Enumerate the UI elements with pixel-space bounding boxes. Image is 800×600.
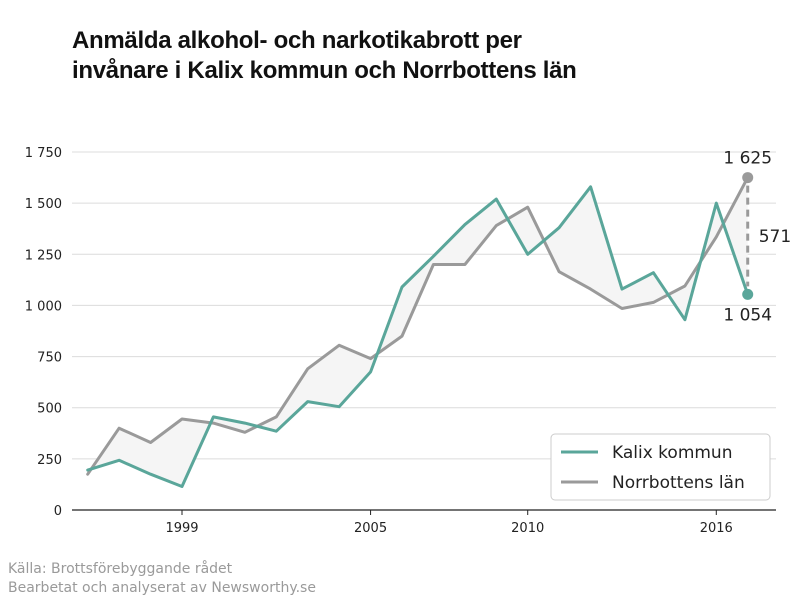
legend-label: Kalix kommun xyxy=(612,443,733,463)
chart-title-line-2: invånare i Kalix kommun och Norrbottens … xyxy=(72,57,577,84)
y-tick-label: 500 xyxy=(37,402,62,417)
y-axis: 0 250 500 750 1 000 1 250 1 500 1 750 xyxy=(25,146,62,519)
norrbotten-end-label: 1 625 xyxy=(723,149,772,169)
series-line-norrbotten xyxy=(86,176,750,476)
y-tick-label: 0 xyxy=(54,504,62,519)
difference-label: 571 xyxy=(759,227,791,247)
source-line-2: Bearbetat och analyserat av Newsworthy.s… xyxy=(8,580,316,596)
source-line-1: Källa: Brottsförebyggande rådet xyxy=(8,561,233,577)
chart-title-line-1: Anmälda alkohol- och narkotikabrott per xyxy=(72,27,522,54)
kalix-end-point xyxy=(742,288,754,300)
end-annotations: 1 625 1 054 571 xyxy=(723,149,791,326)
grid-lines xyxy=(72,151,776,460)
x-tick-label: 2005 xyxy=(354,521,387,536)
legend-box xyxy=(550,433,771,501)
legend: Kalix kommun Norrbottens län xyxy=(550,433,771,501)
y-tick-label: 1 000 xyxy=(25,299,62,314)
legend-label: Norrbottens län xyxy=(612,473,745,493)
y-tick-label: 750 xyxy=(37,351,62,366)
series-line-kalix xyxy=(86,185,750,488)
y-tick-label: 1 750 xyxy=(25,146,62,161)
y-tick-label: 250 xyxy=(37,453,62,468)
norrbotten-end-point xyxy=(742,172,754,184)
x-tick-label: 2010 xyxy=(511,521,544,536)
series-lines xyxy=(86,176,750,488)
source-note: Källa: Brottsförebyggande rådet Bearbeta… xyxy=(8,560,316,598)
y-tick-label: 1 500 xyxy=(25,197,62,212)
kalix-end-label: 1 054 xyxy=(723,305,772,325)
gap-area xyxy=(87,177,748,487)
x-tick-label: 2016 xyxy=(700,521,733,536)
x-axis: 1999 2005 2010 2016 xyxy=(72,509,776,536)
chart-title: Anmälda alkohol- och narkotikabrott per … xyxy=(72,26,632,86)
x-tick-label: 1999 xyxy=(165,521,198,536)
y-tick-label: 1 250 xyxy=(25,248,62,263)
